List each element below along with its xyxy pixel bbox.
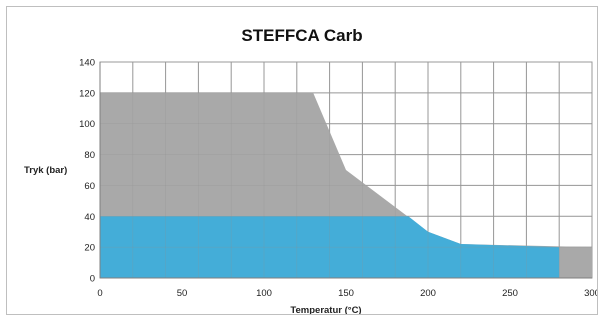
y-tick-label: 40 bbox=[84, 212, 95, 223]
y-tick-label: 100 bbox=[79, 119, 95, 130]
tick-label-layer: 0 50 100 150 200 250 300 0 20 40 60 80 100 120 140 bbox=[79, 58, 597, 300]
x-tick-label: 200 bbox=[420, 288, 436, 299]
x-axis-title: Temperatur (°C) bbox=[290, 305, 361, 314]
x-tick-label: 250 bbox=[502, 288, 518, 299]
y-axis-title: Tryk (bar) bbox=[24, 165, 67, 176]
x-tick-label: 50 bbox=[177, 288, 188, 299]
x-tick-label: 100 bbox=[256, 288, 272, 299]
x-tick-label: 0 bbox=[97, 288, 102, 299]
y-tick-label: 140 bbox=[79, 58, 95, 69]
area-series-2 bbox=[100, 216, 560, 278]
y-tick-label: 60 bbox=[84, 181, 95, 192]
y-tick-label: 80 bbox=[84, 150, 95, 161]
chart-svg: STEFFCA Carb 0 50 100 150 200 250 300 0 20 40 60 80… bbox=[24, 26, 597, 314]
chart-title: STEFFCA Carb bbox=[241, 26, 362, 45]
y-tick-label: 0 bbox=[90, 274, 95, 285]
y-tick-label: 120 bbox=[79, 88, 95, 99]
x-tick-label: 300 bbox=[584, 288, 597, 299]
area-layer bbox=[100, 92, 592, 278]
gridline-overlay bbox=[100, 62, 592, 278]
x-tick-label: 150 bbox=[338, 288, 354, 299]
y-tick-label: 20 bbox=[84, 243, 95, 254]
chart-frame: STEFFCA Carb 0 50 100 150 200 250 300 0 20 40 60 80… bbox=[6, 6, 598, 315]
axis-layer bbox=[99, 62, 592, 279]
